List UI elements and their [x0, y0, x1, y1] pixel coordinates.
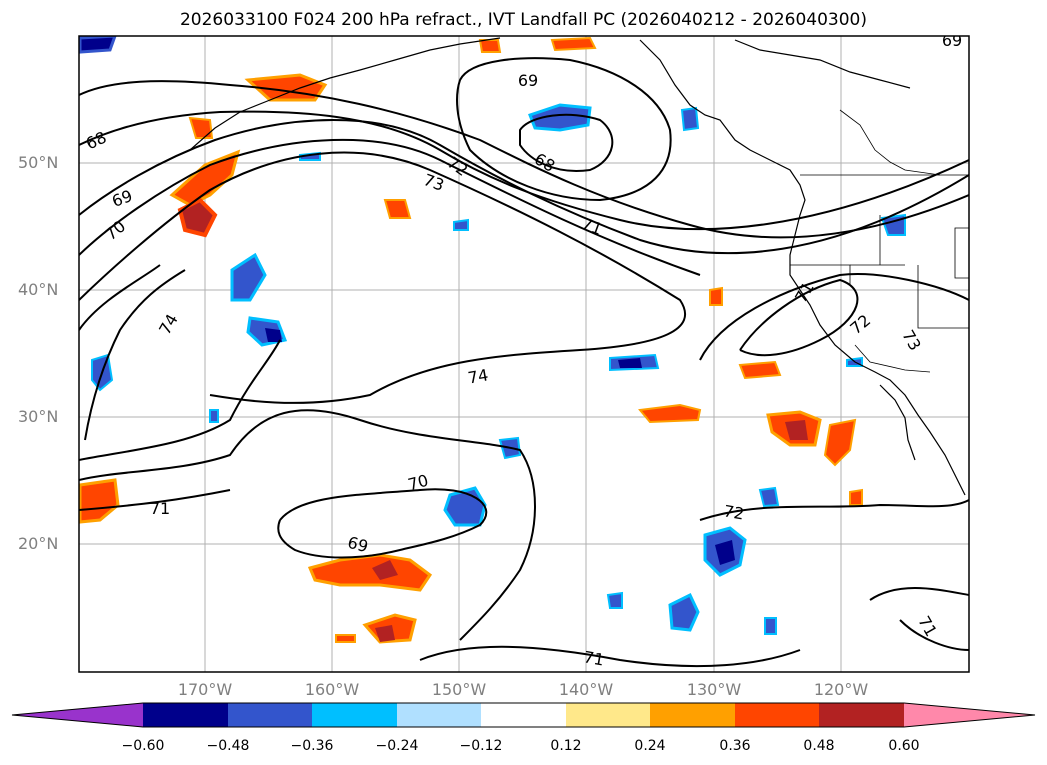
colorbar — [11, 702, 1036, 728]
contour-label: 70 — [406, 471, 431, 495]
colorbar-tick-label: −0.12 — [459, 738, 503, 754]
contour-label: 71 — [582, 647, 605, 669]
colorbar-segment — [143, 703, 228, 727]
lat-label: 50°N — [18, 153, 59, 172]
colorbar-tick-label: −0.48 — [206, 738, 250, 754]
gridlines — [79, 36, 969, 672]
map-frame — [78, 35, 970, 673]
coastlines — [189, 37, 966, 496]
colorbar-segment — [819, 703, 904, 727]
lat-label: 40°N — [18, 280, 59, 299]
colorbar-tick-label: −0.24 — [375, 738, 419, 754]
contour-label: 74 — [155, 311, 182, 338]
contour-label: 68 — [83, 128, 109, 154]
contour-label: 69 — [518, 71, 538, 90]
lon-label: 160°W — [304, 680, 360, 699]
colorbar-extend-high — [904, 703, 1035, 727]
colorbar-segment — [228, 703, 312, 727]
contour-label: 71 — [914, 613, 941, 640]
contour-label: 71 — [150, 499, 170, 518]
colorbar-tick-label: −0.60 — [121, 738, 165, 754]
contour-lines — [79, 57, 969, 668]
colorbar-outline — [11, 702, 1036, 728]
colorbar-tick-label: 0.60 — [888, 738, 920, 754]
contour-label: 70 — [101, 217, 129, 245]
shaded-anomalies — [79, 36, 906, 644]
colorbar-tick-label: 0.48 — [803, 738, 835, 754]
colorbar-tick-label: 0.12 — [550, 738, 582, 754]
political-borders — [790, 109, 969, 373]
contour-label: 74 — [466, 365, 489, 387]
map-panel: 69 68 68 69 70 72 73 71 74 74 71 72 73 7… — [79, 31, 969, 672]
contour-label: 72 — [722, 501, 745, 523]
lon-label: 130°W — [686, 680, 742, 699]
lon-label: 120°W — [813, 680, 869, 699]
colorbar-segment — [481, 703, 566, 727]
contour-label: 69 — [942, 31, 962, 50]
lat-label: 30°N — [18, 407, 59, 426]
colorbar-segment — [312, 703, 397, 727]
contour-label: 72 — [846, 311, 874, 339]
lon-label: 170°W — [177, 680, 233, 699]
map-title: 2026033100 F024 200 hPa refract., IVT La… — [179, 10, 867, 30]
lat-label: 20°N — [18, 534, 59, 553]
colorbar-tick-label: −0.36 — [290, 738, 334, 754]
contour-label: 73 — [421, 170, 447, 195]
lon-label: 150°W — [431, 680, 487, 699]
contour-label: 69 — [346, 533, 371, 557]
colorbar-segment — [650, 703, 735, 727]
lon-label: 140°W — [558, 680, 614, 699]
colorbar-segment — [735, 703, 819, 727]
contour-label: 72 — [444, 153, 472, 180]
contour-label: 73 — [898, 327, 925, 354]
colorbar-tick-label: 0.36 — [719, 738, 751, 754]
colorbar-tick-label: 0.24 — [634, 738, 666, 754]
colorbar-segment — [397, 703, 481, 727]
colorbar-extend-low — [12, 703, 143, 727]
colorbar-segment — [566, 703, 650, 727]
contour-label: 68 — [531, 149, 558, 176]
